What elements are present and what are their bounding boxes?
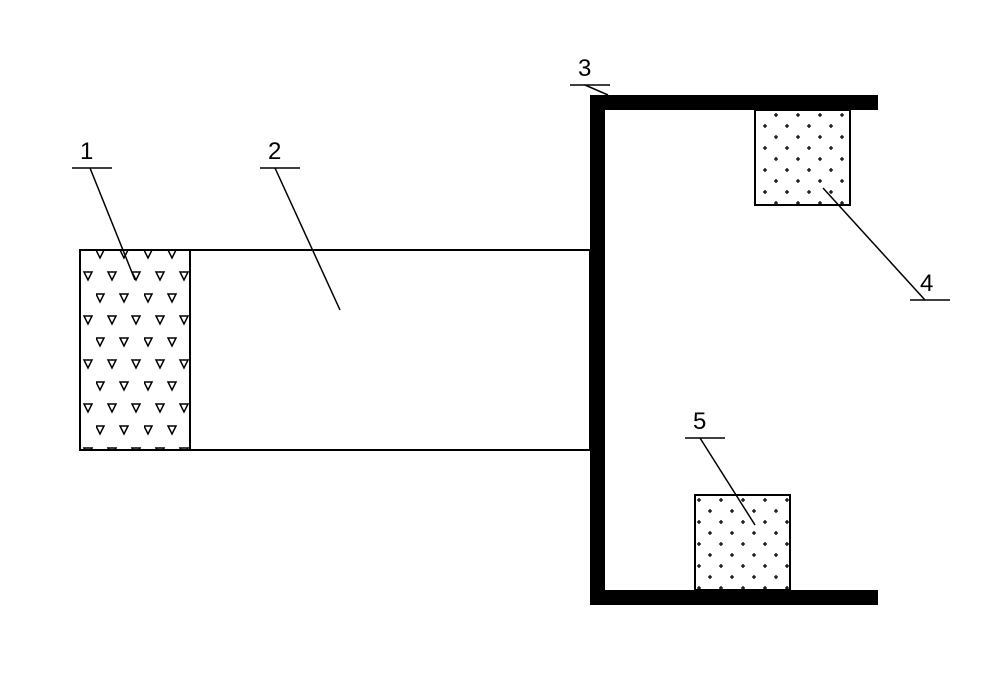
label-5: 5: [693, 408, 706, 436]
top-block: [755, 110, 850, 205]
label-3: 3: [578, 55, 591, 83]
bottom-block: [695, 495, 790, 590]
label-4: 4: [920, 270, 933, 298]
diagram-canvas: [0, 0, 1000, 680]
label-1: 1: [80, 138, 93, 166]
label-2: 2: [268, 138, 281, 166]
middle-rect: [190, 250, 590, 450]
